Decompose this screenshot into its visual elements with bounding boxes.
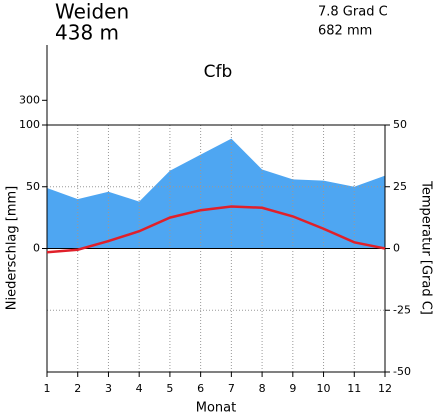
y-tick-label: 50	[26, 180, 40, 193]
x-tick-label: 1	[44, 382, 51, 395]
y2-tick-label: 25	[393, 180, 407, 193]
x-tick-label: 12	[378, 382, 392, 395]
y2-tick-label: 0	[393, 242, 400, 255]
annotation: 682 mm	[318, 24, 372, 39]
chart-title: Weiden	[55, 0, 129, 24]
x-tick-label: 9	[289, 382, 296, 395]
x-axis-label: Monat	[196, 401, 236, 416]
x-tick-label: 4	[136, 382, 143, 395]
x-tick-label: 5	[166, 382, 173, 395]
y2-axis-label: Temperatur [Grad C]	[419, 180, 434, 315]
x-tick-label: 3	[105, 382, 112, 395]
y-tick-label: 0	[33, 242, 40, 255]
temperature-line	[46, 205, 386, 254]
x-tick-label: 11	[347, 382, 361, 395]
x-tick-label: 7	[228, 382, 235, 395]
chart-subtitle: 438 m	[55, 21, 119, 45]
y2-tick-label: -25	[393, 303, 411, 316]
x-tick-label: 2	[74, 382, 81, 395]
precipitation-area	[47, 138, 385, 249]
x-tick-label: 6	[197, 382, 204, 395]
y-tick-label: 100	[19, 118, 40, 131]
annotation: Cfb	[204, 62, 233, 82]
y2-tick-label: -50	[393, 365, 411, 378]
y-axis-label: Niederschlag [mm]	[5, 186, 20, 311]
annotation: 7.8 Grad C	[318, 5, 388, 20]
x-tick-label: 8	[259, 382, 266, 395]
y-tick-label: 300	[19, 93, 40, 106]
x-tick-label: 10	[317, 382, 331, 395]
y2-tick-label: 50	[393, 118, 407, 131]
